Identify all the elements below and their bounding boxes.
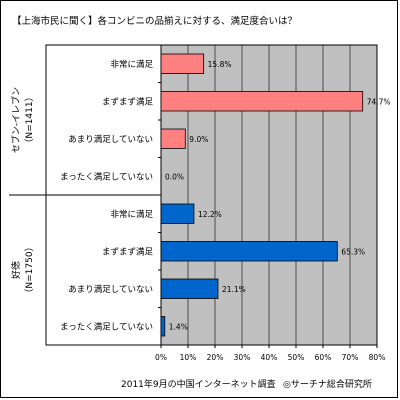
x-tick-label: 0% bbox=[155, 353, 167, 362]
category-label: 非常に満足 bbox=[110, 59, 153, 70]
group-label-seven-eleven: セブン-イレブン （N=1411） bbox=[10, 87, 35, 153]
data-label: 21.1% bbox=[222, 285, 246, 294]
category-label: あまり満足していない bbox=[68, 285, 153, 295]
category-label: 非常に満足 bbox=[110, 209, 153, 220]
data-label: 74.7% bbox=[367, 97, 391, 106]
data-label: 65.3% bbox=[341, 247, 365, 256]
bar bbox=[160, 203, 195, 224]
chart-title: 【上海市民に聞く】各コンビニの品揃えに対する、満足度合いは？ bbox=[12, 15, 297, 27]
bar bbox=[160, 91, 364, 112]
x-tick-label: 50% bbox=[288, 353, 305, 362]
bar bbox=[160, 316, 166, 337]
bar bbox=[160, 278, 219, 299]
data-label: 0.0% bbox=[165, 172, 184, 181]
bar bbox=[160, 128, 186, 149]
x-tick-label: 40% bbox=[261, 353, 278, 362]
category-label: まったく満足していない bbox=[60, 172, 153, 182]
footer-credit: ◎サーチナ総合研究所 bbox=[283, 378, 372, 390]
category-label: まったく満足していない bbox=[60, 322, 153, 332]
x-tick-label: 70% bbox=[342, 353, 359, 362]
data-label: 15.8% bbox=[208, 60, 232, 69]
bar bbox=[160, 241, 338, 262]
x-tick-label: 60% bbox=[315, 353, 332, 362]
bar bbox=[160, 53, 205, 74]
group-n: （N=1750） bbox=[24, 242, 35, 297]
data-label: 9.0% bbox=[189, 135, 208, 144]
x-tick-label: 30% bbox=[234, 353, 251, 362]
footer-source: 2011年9月の中国インターネット調査 bbox=[121, 378, 276, 390]
group-name: セブン-イレブン bbox=[10, 87, 22, 153]
category-label: あまり満足していない bbox=[68, 135, 153, 145]
group-name: 好徳 bbox=[10, 261, 22, 279]
category-label: まずまず満足 bbox=[102, 96, 154, 107]
x-tick-label: 20% bbox=[207, 353, 224, 362]
data-label: 12.2% bbox=[198, 210, 222, 219]
group-label-haode: 好徳 （N=1750） bbox=[10, 242, 35, 297]
category-label: まずまず満足 bbox=[102, 246, 154, 257]
x-tick-label: 80% bbox=[369, 353, 386, 362]
plot-area: 0% 10% 20% 30% 40% 50% 60% 70% 80% 非常に満足 15.8% まずまず… bbox=[9, 44, 391, 362]
group-n: （N=1411） bbox=[24, 92, 35, 147]
x-tick-label: 10% bbox=[180, 353, 197, 362]
data-label: 1.4% bbox=[169, 322, 188, 331]
